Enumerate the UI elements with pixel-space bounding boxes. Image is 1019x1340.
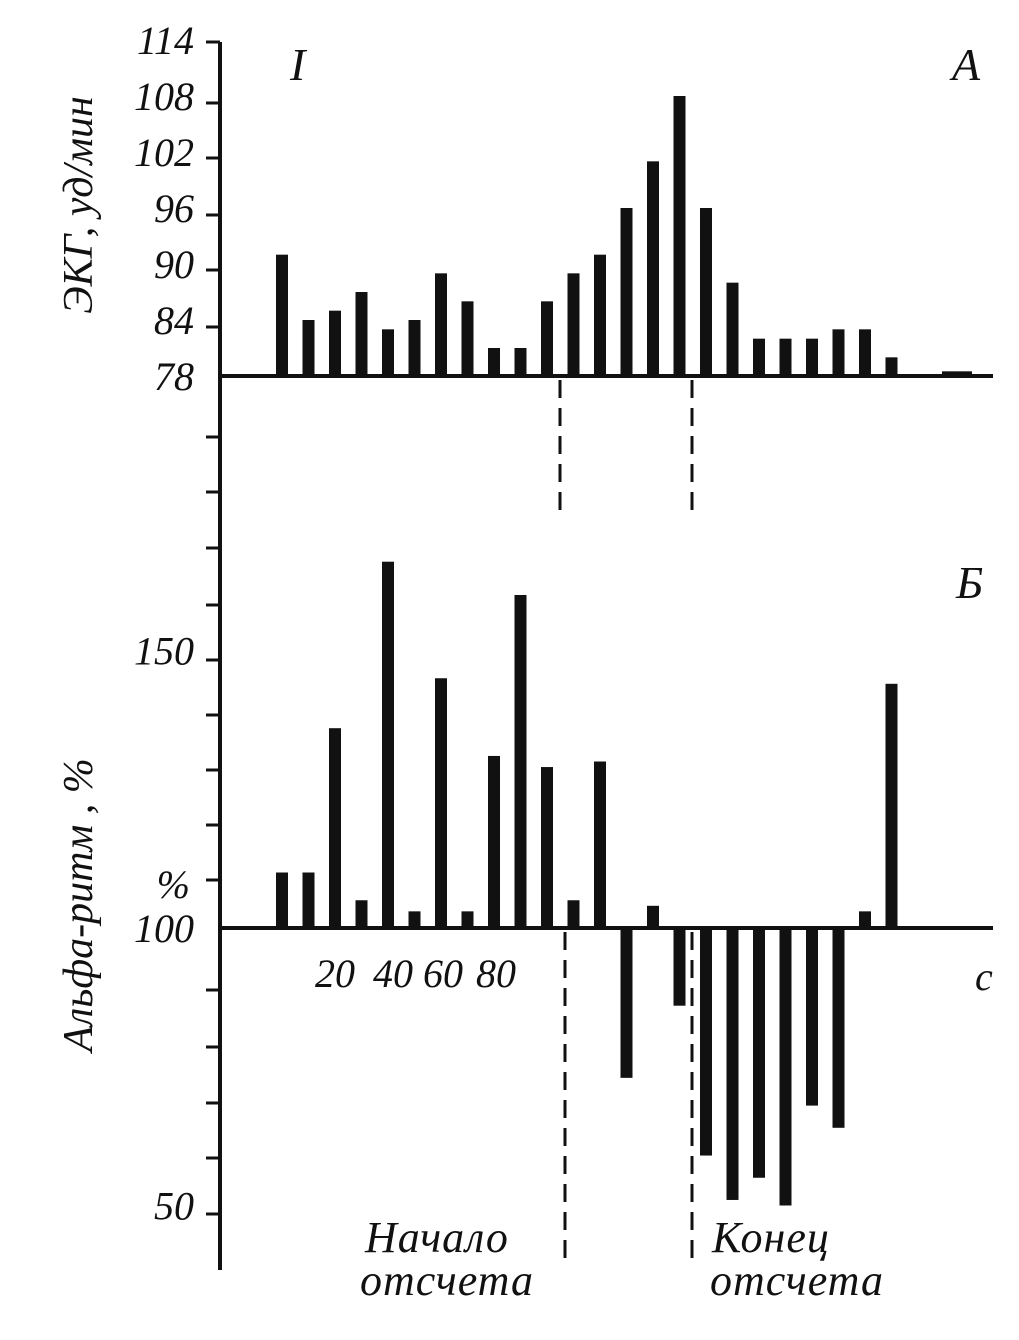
- x-tick-labels: 20 40 60 80: [315, 951, 516, 996]
- panel-b-label: Б: [955, 557, 983, 608]
- alpha-y-axis-title: Альфа-ритм , %: [56, 758, 102, 1055]
- ekg-bar: [647, 161, 659, 376]
- ekg-y-tick-label: 90: [154, 242, 194, 287]
- axis-layer: [206, 40, 993, 1270]
- alpha-y-tick-label: 50: [154, 1184, 194, 1229]
- ekg-bar: [753, 338, 765, 376]
- ekg-y-tick-label: 78: [154, 354, 194, 399]
- ekg-bar: [620, 208, 633, 376]
- ekg-bar: [859, 329, 871, 376]
- alpha-bar: [329, 728, 341, 928]
- start-note-line2: отсчета: [360, 1256, 534, 1305]
- ekg-bar: [594, 254, 606, 376]
- alpha-bar: [514, 595, 527, 928]
- ekg-bar: [488, 348, 500, 376]
- x-tick-label: 40: [373, 951, 413, 996]
- alpha-y-tick-labels: 50 100 150: [134, 629, 194, 1229]
- x-axis-unit: c: [975, 954, 993, 999]
- alpha-bar: [673, 928, 686, 1006]
- ekg-y-tick-label: 108: [134, 74, 194, 119]
- ekg-bar: [567, 273, 580, 376]
- ekg-bar: [329, 310, 341, 376]
- alpha-bar: [594, 761, 606, 928]
- ekg-bar: [942, 371, 972, 376]
- alpha-bar: [461, 911, 474, 928]
- ekg-bars: [276, 96, 972, 376]
- ekg-bar: [435, 273, 447, 376]
- alpha-bar: [832, 928, 845, 1128]
- ekg-bar: [541, 301, 553, 376]
- ekg-bar: [673, 96, 686, 376]
- alpha-bar: [779, 928, 792, 1206]
- alpha-bar: [276, 872, 288, 928]
- alpha-bar: [885, 683, 898, 928]
- x-tick-label: 20: [315, 951, 355, 996]
- ekg-bar: [355, 292, 368, 376]
- ekg-bar: [806, 338, 818, 376]
- ekg-bar: [700, 208, 712, 376]
- alpha-bar: [382, 561, 394, 928]
- alpha-bar: [647, 905, 659, 928]
- ekg-bar: [408, 320, 421, 376]
- ekg-bar: [302, 320, 315, 376]
- ekg-bar: [779, 338, 792, 376]
- end-note-line2: отсчета: [710, 1256, 884, 1305]
- alpha-bar: [806, 928, 818, 1106]
- ekg-bar: [461, 301, 474, 376]
- ekg-bar: [726, 282, 739, 376]
- alpha-y-tick-label: 150: [134, 629, 194, 674]
- ekg-bar: [832, 329, 845, 376]
- ekg-y-tick-label: 96: [154, 186, 194, 231]
- alpha-bar: [435, 678, 447, 928]
- alpha-bar: [753, 928, 765, 1178]
- figure-label: I: [289, 39, 308, 90]
- alpha-bar: [726, 928, 739, 1200]
- ekg-y-tick-labels: 78 84 90 96 102 108 114: [134, 18, 194, 399]
- ekg-y-tick-label: 84: [154, 298, 194, 343]
- alpha-bar: [620, 928, 633, 1078]
- alpha-bar: [859, 911, 871, 928]
- alpha-bar: [355, 900, 368, 928]
- start-note-line1: Начало: [364, 1213, 509, 1262]
- percent-symbol: %: [157, 862, 190, 907]
- alpha-bar: [541, 767, 553, 928]
- x-tick-label: 80: [476, 951, 516, 996]
- ekg-bar: [514, 348, 527, 376]
- alpha-bar: [700, 928, 712, 1156]
- alpha-bar: [488, 755, 500, 928]
- ekg-bar: [276, 254, 288, 376]
- alpha-y-tick-label: 100: [134, 906, 194, 951]
- panel-a-label: А: [949, 39, 981, 90]
- x-tick-label: 60: [423, 951, 463, 996]
- ekg-y-tick-label: 102: [134, 130, 194, 175]
- ekg-y-tick-label: 114: [137, 18, 194, 63]
- ekg-bar: [382, 329, 394, 376]
- alpha-bar: [302, 872, 315, 928]
- alpha-bar: [408, 911, 421, 928]
- alpha-bar: [567, 900, 580, 928]
- end-note-line1: Конец: [711, 1213, 830, 1262]
- alpha-bars: [276, 561, 898, 1206]
- ekg-y-axis-title: ЭКГ, уд/мин: [56, 96, 102, 314]
- ekg-bar: [885, 357, 898, 376]
